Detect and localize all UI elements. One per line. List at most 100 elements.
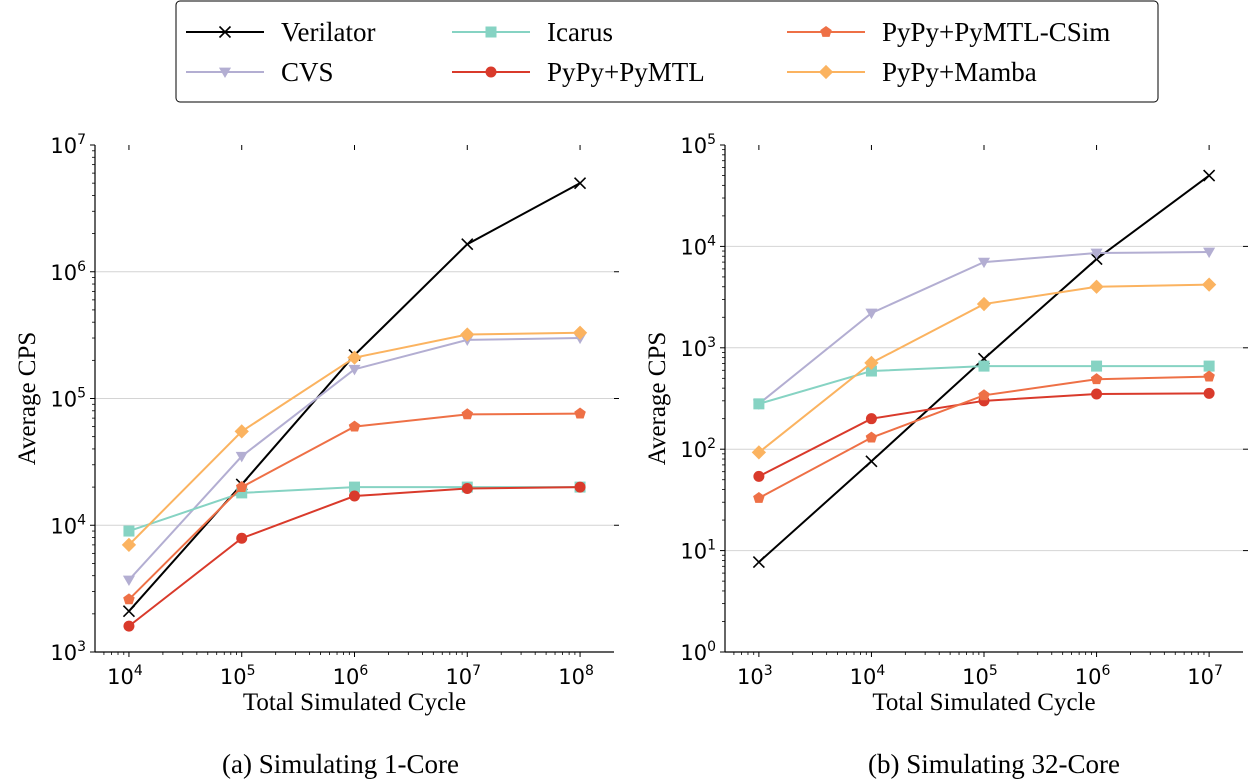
legend-label: PyPy+Mamba <box>882 57 1037 87</box>
series-cvs <box>752 247 1216 410</box>
legend-marker <box>218 67 232 79</box>
data-point <box>348 364 361 376</box>
data-point <box>234 424 249 439</box>
data-point <box>348 420 361 432</box>
data-point <box>235 481 248 492</box>
data-point <box>865 431 878 443</box>
data-point <box>978 389 990 401</box>
data-point <box>865 308 878 320</box>
chart-32-core: 100 101 102 103 104 105 103 104 105 106 107 Total S… <box>644 132 1248 779</box>
y-tick-label: 105 <box>680 132 716 158</box>
data-point <box>753 470 765 482</box>
data-point <box>235 451 248 463</box>
data-point <box>573 177 587 190</box>
legend-label: CVS <box>281 57 334 87</box>
data-point <box>123 593 135 605</box>
legend-item-icarus: Icarus <box>452 17 613 47</box>
data-point <box>574 407 586 419</box>
y-axis-label: Average CPS <box>14 332 41 466</box>
x-tick-label: 104 <box>850 663 886 689</box>
y-tick-label: 106 <box>50 259 86 285</box>
data-point <box>123 620 135 632</box>
x-tick-label: 107 <box>445 663 481 689</box>
y-tick-label: 107 <box>50 132 86 158</box>
data-point <box>574 481 586 493</box>
legend-item-pypy-pymtl-csim: PyPy+PyMTL-CSim <box>787 17 1110 47</box>
series-pypy-pymtl <box>753 387 1215 482</box>
legend-label: Icarus <box>547 17 613 47</box>
legend-item-pypy-mamba: PyPy+Mamba <box>787 57 1037 87</box>
data-point <box>753 398 765 410</box>
series-pypy-pymtl-csim <box>123 407 586 605</box>
data-point <box>1203 360 1215 372</box>
y-tick-label: 103 <box>680 335 716 361</box>
legend: Verilator CVS Icarus PyPy+PyMTL PyPy+PyMTL-C… <box>175 0 1159 103</box>
data-point <box>121 537 137 553</box>
legend-marker <box>818 64 834 80</box>
data-point <box>865 455 878 468</box>
data-point <box>1091 388 1103 400</box>
data-point <box>864 355 879 371</box>
data-point <box>1091 360 1103 372</box>
legend-label: Verilator <box>281 17 375 47</box>
data-point <box>1203 387 1215 399</box>
y-tick-label: 102 <box>680 436 716 462</box>
legend-marker <box>820 25 832 37</box>
legend-item-verilator: Verilator <box>186 17 375 47</box>
data-point <box>460 327 475 342</box>
y-tick-label: 104 <box>50 512 86 538</box>
data-point <box>1090 373 1103 385</box>
series-pypy-mamba <box>751 277 1217 460</box>
data-point <box>865 365 877 377</box>
x-tick-label: 107 <box>1187 663 1223 689</box>
chart-1-core: 103 104 105 106 107 104 105 106 107 108 Total Simu… <box>14 132 619 779</box>
legend-marker <box>485 66 497 78</box>
data-point <box>1090 248 1103 260</box>
series-line <box>758 251 1210 405</box>
data-point <box>461 482 473 494</box>
x-tick-label: 104 <box>107 663 143 689</box>
data-point <box>122 605 136 618</box>
data-point <box>123 525 135 537</box>
data-point <box>461 408 474 420</box>
series-icarus <box>753 360 1215 410</box>
series-pypy-pymtl-csim <box>753 370 1215 503</box>
data-point <box>752 556 765 569</box>
data-point <box>1201 277 1217 292</box>
data-point <box>1089 279 1104 294</box>
data-point <box>865 413 877 425</box>
series-verilator <box>122 177 587 618</box>
data-point <box>978 360 990 372</box>
series-icarus <box>123 481 586 537</box>
data-point <box>349 481 360 493</box>
data-point <box>1203 169 1216 182</box>
data-point <box>347 350 362 365</box>
x-tick-label: 103 <box>737 663 773 689</box>
y-tick-label: 105 <box>50 386 86 412</box>
data-point <box>977 257 991 269</box>
data-point <box>461 238 474 251</box>
data-point <box>1203 370 1215 382</box>
data-point <box>236 532 248 544</box>
series-verilator <box>752 169 1216 569</box>
legend-label: PyPy+PyMTL-CSim <box>882 17 1110 47</box>
x-axis-label: Total Simulated Cycle <box>872 689 1095 716</box>
y-tick-label: 103 <box>50 639 86 665</box>
y-tick-label: 100 <box>680 639 716 665</box>
y-tick-label: 101 <box>680 538 716 564</box>
y-axis-label: Average CPS <box>644 332 671 466</box>
data-point <box>976 296 992 312</box>
legend-item-pypy-pymtl: PyPy+PyMTL <box>452 57 705 87</box>
legend-item-cvs: CVS <box>186 57 334 87</box>
x-axis-label: Total Simulated Cycle <box>243 689 466 716</box>
data-point <box>122 575 135 587</box>
data-point <box>751 445 767 460</box>
legend-marker <box>485 26 497 38</box>
legend-frame <box>175 0 1159 103</box>
data-point <box>236 487 248 499</box>
series-pypy-mamba <box>121 325 588 553</box>
x-tick-label: 106 <box>1075 663 1111 689</box>
chart-caption: (a) Simulating 1-Core <box>222 749 459 779</box>
x-tick-label: 105 <box>220 663 256 689</box>
